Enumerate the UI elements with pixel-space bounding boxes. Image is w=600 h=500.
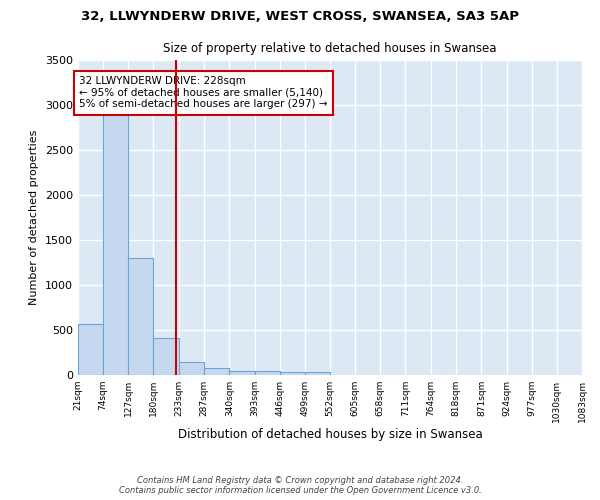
Bar [128,258,154,375]
Bar [305,372,330,375]
Bar [204,368,229,375]
Bar [254,372,280,375]
Bar [179,362,204,375]
Bar [280,372,305,375]
Text: 32 LLWYNDERW DRIVE: 228sqm
← 95% of detached houses are smaller (5,140)
5% of se: 32 LLWYNDERW DRIVE: 228sqm ← 95% of deta… [79,76,328,110]
Text: Contains HM Land Registry data © Crown copyright and database right 2024.
Contai: Contains HM Land Registry data © Crown c… [119,476,481,495]
Text: 32, LLWYNDERW DRIVE, WEST CROSS, SWANSEA, SA3 5AP: 32, LLWYNDERW DRIVE, WEST CROSS, SWANSEA… [81,10,519,23]
X-axis label: Distribution of detached houses by size in Swansea: Distribution of detached houses by size … [178,428,482,440]
Bar [154,338,179,375]
Bar [103,105,128,375]
Bar [78,324,103,375]
Title: Size of property relative to detached houses in Swansea: Size of property relative to detached ho… [163,42,497,54]
Bar [229,370,254,375]
Y-axis label: Number of detached properties: Number of detached properties [29,130,40,305]
